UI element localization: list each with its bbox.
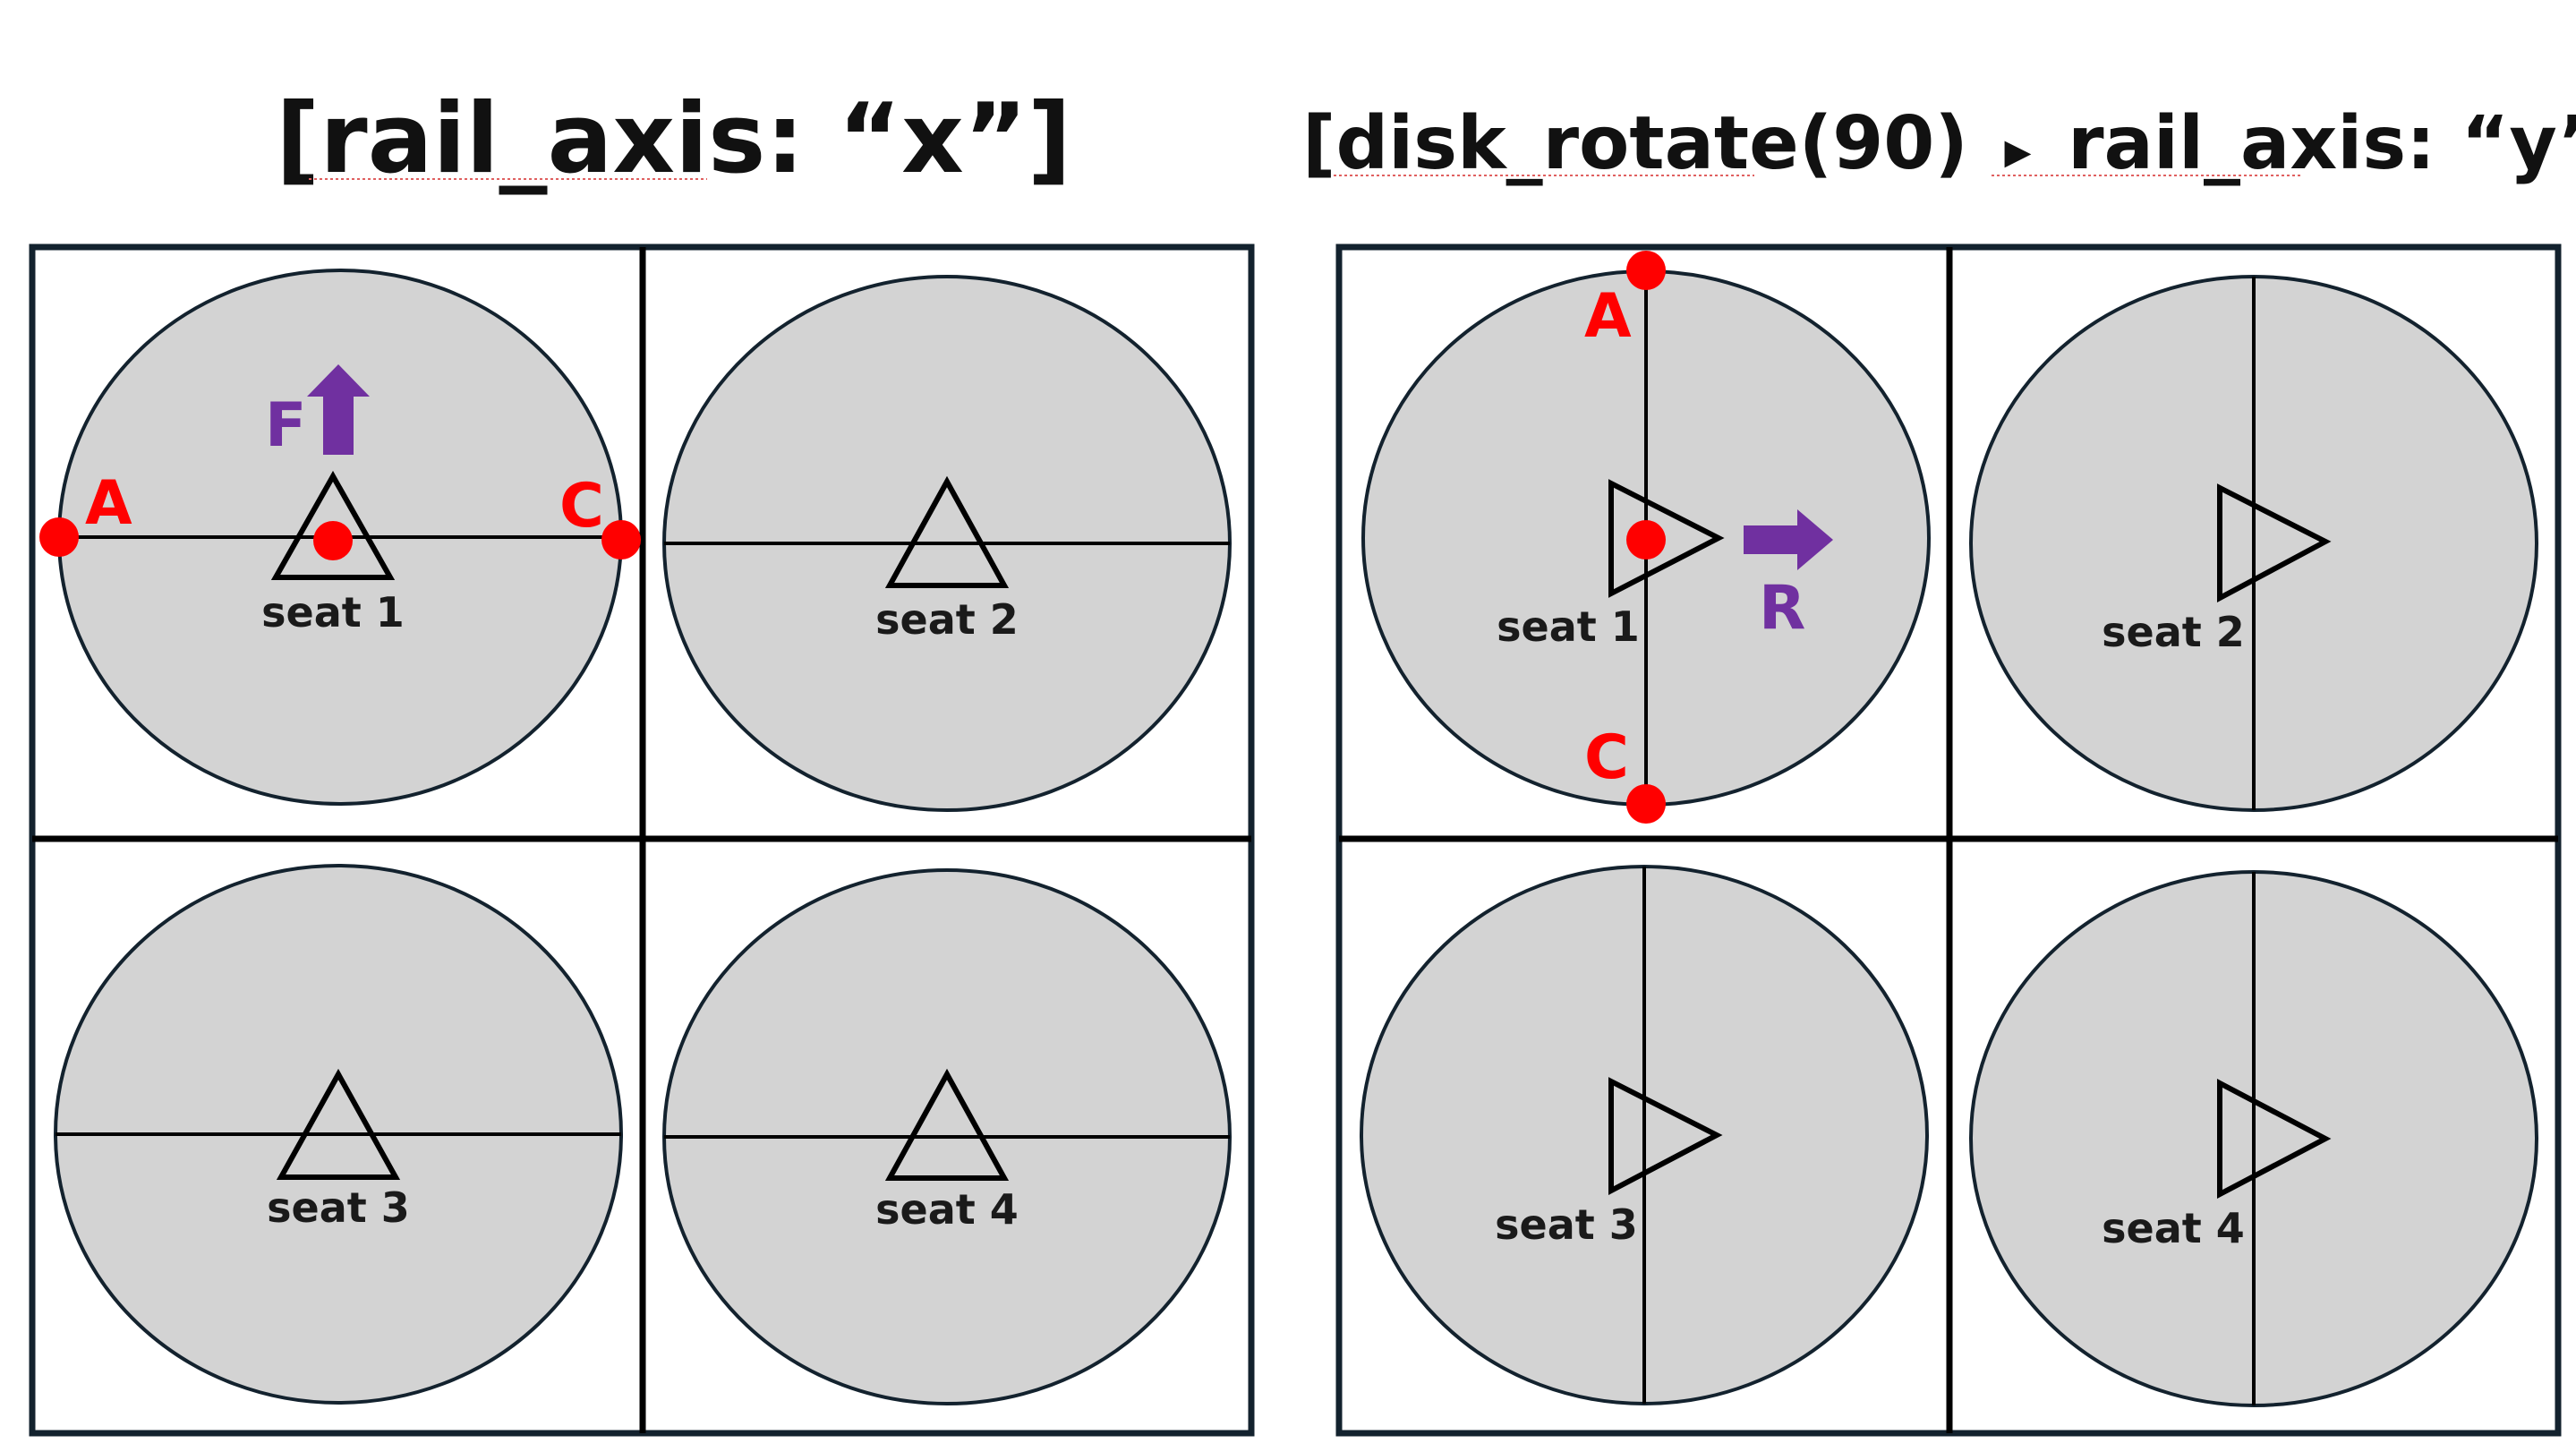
point-c-dot xyxy=(601,520,641,559)
right-panel-title: [disk_rotate(90) ▸ rail_axis: “y”] xyxy=(1302,101,2576,186)
seat-label: seat 4 xyxy=(875,1185,1019,1234)
force-arrow-up-icon xyxy=(307,364,370,455)
right-disk-seat-3: seat 3 xyxy=(1360,865,1929,1405)
point-c-label: C xyxy=(559,471,604,542)
point-a-label: A xyxy=(85,468,132,539)
center-dot xyxy=(313,521,353,560)
left-disk-seat-4: seat 4 xyxy=(662,868,1232,1405)
point-c-dot xyxy=(1626,784,1666,824)
seat-triangle-right xyxy=(2217,483,2332,603)
point-c-label: C xyxy=(1584,722,1629,793)
seat-label: seat 1 xyxy=(261,588,405,636)
center-dot xyxy=(1626,520,1666,559)
right-disk-seat-4: seat 4 xyxy=(1969,870,2538,1407)
force-label: R xyxy=(1759,573,1805,644)
point-a-label: A xyxy=(1584,281,1632,352)
right-title-suffix: rail_axis: “y”] xyxy=(2068,101,2576,186)
seat-label: seat 1 xyxy=(1497,602,1640,651)
right-disk-seat-1: seat 1 A C R xyxy=(1361,251,1931,824)
force-arrow-right-icon xyxy=(1744,509,1833,570)
point-a-dot xyxy=(39,517,79,557)
seat-triangle-right xyxy=(2217,1079,2332,1199)
seat-label: seat 3 xyxy=(267,1183,410,1232)
left-disk-seat-2: seat 2 xyxy=(662,275,1232,812)
force-label: F xyxy=(265,390,306,461)
seat-triangle-up xyxy=(276,1068,401,1180)
seat-triangle-up xyxy=(884,475,1010,588)
seat-triangle-right xyxy=(1608,1077,1723,1195)
seat-label: seat 3 xyxy=(1495,1200,1638,1249)
right-title-arrow: ▸ xyxy=(2004,119,2031,182)
seat-triangle-right xyxy=(1608,479,1725,598)
point-a-dot xyxy=(1626,251,1666,290)
left-panel-title: [rail_axis: “x”] xyxy=(276,83,1071,195)
seat-label: seat 4 xyxy=(2102,1204,2245,1252)
left-disk-seat-1: seat 1 A C F xyxy=(39,269,641,806)
right-panel: seat 1 A C R seat 2 seat 3 xyxy=(1335,243,2562,1437)
seat-label: seat 2 xyxy=(875,595,1019,644)
seat-triangle-up xyxy=(270,470,396,580)
right-title-prefix: [disk_rotate(90) xyxy=(1302,101,1968,186)
seat-label: seat 2 xyxy=(2102,608,2245,656)
left-disk-seat-3: seat 3 xyxy=(54,864,623,1405)
left-panel: seat 1 A C F seat 2 seat 3 xyxy=(29,243,1255,1437)
right-disk-seat-2: seat 2 xyxy=(1969,275,2538,812)
seat-triangle-up xyxy=(884,1068,1010,1181)
